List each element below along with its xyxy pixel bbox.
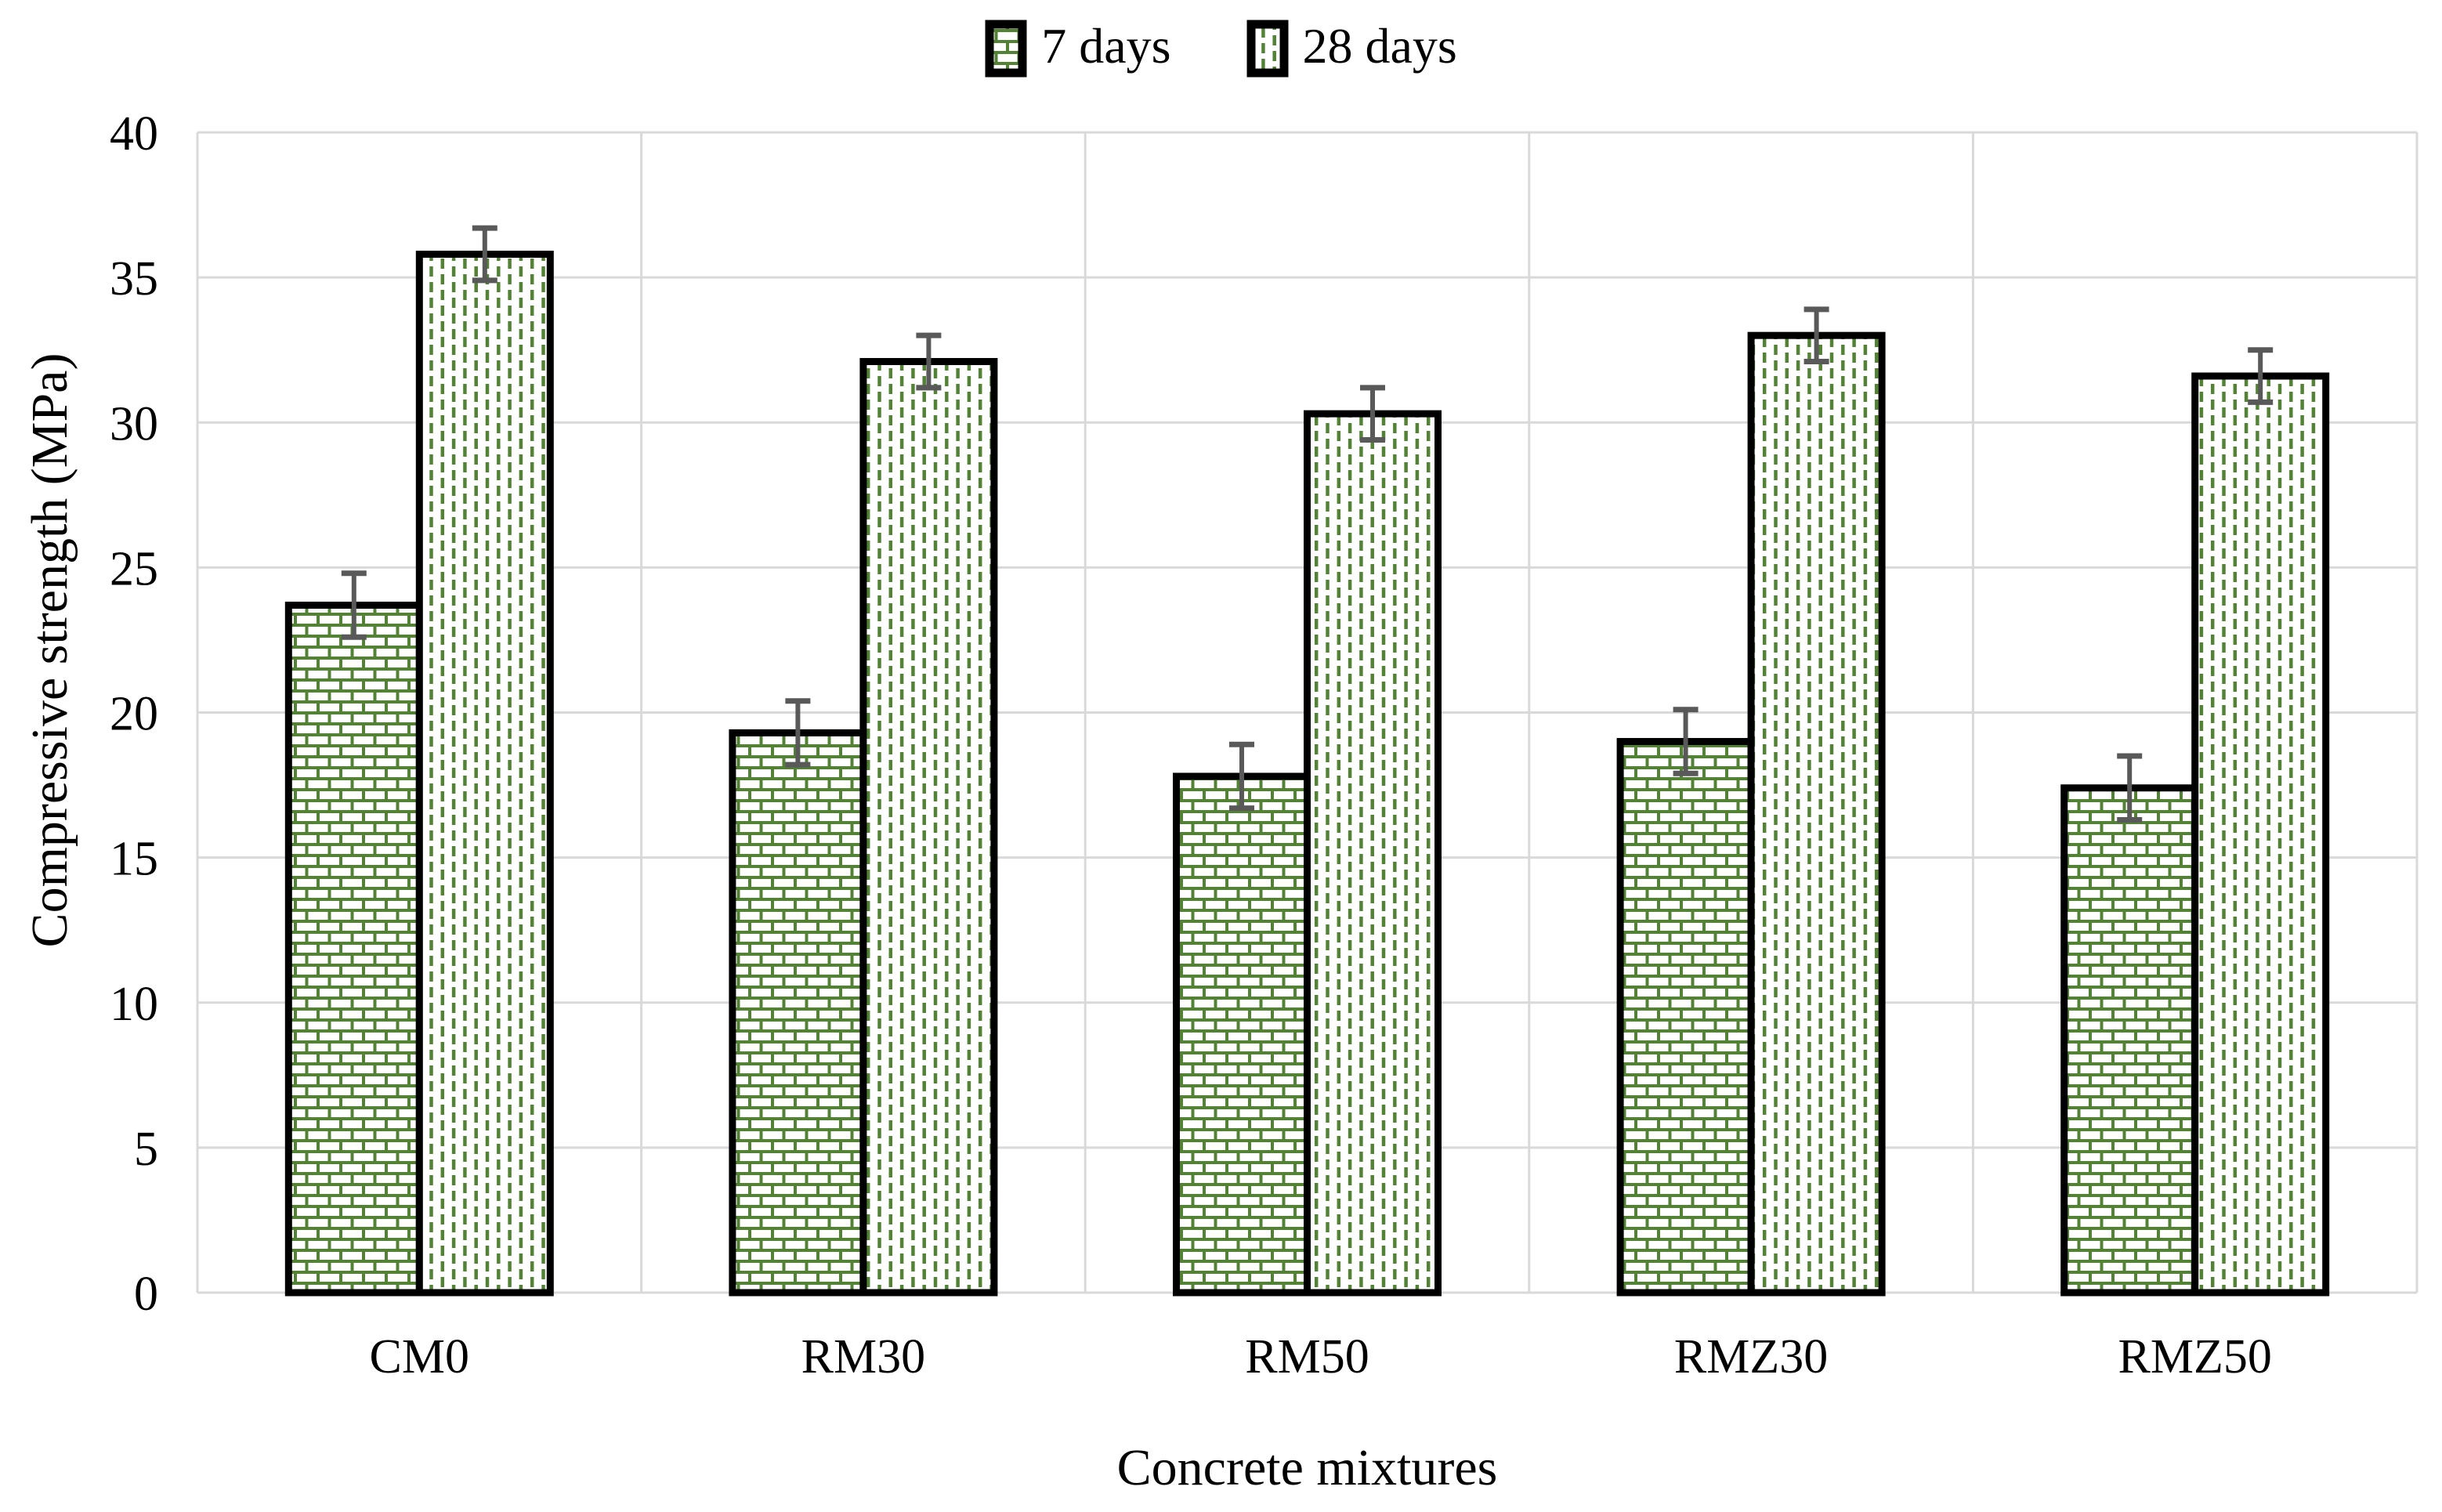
- bar-RM50-28-days: [1304, 410, 1442, 1297]
- y-tick-label: 40: [110, 107, 158, 161]
- error-bar-CM0-28-days: [472, 225, 497, 284]
- error-bar-RMZ50-7-days: [2117, 753, 2143, 823]
- y-tick-label: 15: [110, 833, 158, 886]
- error-bar-RM30-28-days: [916, 332, 942, 391]
- bar-RMZ30-7-days: [1616, 738, 1755, 1297]
- x-category-label-RM30: RM30: [801, 1330, 925, 1384]
- y-tick-label: 35: [110, 252, 158, 306]
- bar-RM50-7-days: [1173, 772, 1311, 1297]
- chart-legend: 7 days 28 days: [0, 13, 2442, 85]
- legend-swatch-brick-pattern-icon: [985, 20, 1027, 78]
- error-bar-RMZ30-28-days: [1803, 306, 1829, 364]
- y-tick-label: 20: [110, 688, 158, 741]
- bar-CM0-28-days: [415, 251, 554, 1297]
- error-bar-RM50-7-days: [1229, 741, 1254, 812]
- x-category-label-RM50: RM50: [1245, 1330, 1369, 1384]
- y-tick-label: 5: [134, 1123, 158, 1176]
- bar-layer: [284, 251, 2330, 1297]
- x-category-label-RMZ50: RMZ50: [2118, 1330, 2272, 1384]
- bar-RMZ30-28-days: [1747, 331, 1886, 1297]
- y-tick-label: 30: [110, 397, 158, 450]
- error-bar-RM50-28-days: [1360, 385, 1385, 443]
- bar-RMZ50-7-days: [2060, 784, 2199, 1297]
- legend-label-28-days: 28 days: [1302, 18, 1457, 74]
- bar-RMZ50-28-days: [2191, 372, 2330, 1297]
- y-tick-label: 0: [134, 1268, 158, 1321]
- error-bar-RMZ50-28-days: [2248, 347, 2274, 405]
- legend-swatch-dash-pattern-icon: [1246, 20, 1288, 78]
- error-bar-RMZ30-7-days: [1673, 707, 1699, 776]
- x-category-label-RMZ30: RMZ30: [1674, 1330, 1828, 1384]
- y-tick-label: 10: [110, 978, 158, 1031]
- y-tick-label: 25: [110, 542, 158, 595]
- x-category-label-CM0: CM0: [370, 1330, 469, 1384]
- axis-label-layer: 0 5 10 15 20 25 30 35 40 CM0 RM30 RM50 RMZ30 RMZ50: [110, 107, 2272, 1384]
- legend-item-7-days: 7 days: [985, 18, 1171, 78]
- x-axis-title: Concrete mixtures: [1116, 1439, 1498, 1496]
- error-bar-RM30-7-days: [785, 698, 811, 768]
- y-axis-title: Compressive strength (MPa): [21, 353, 78, 948]
- error-bar-layer: [341, 225, 2274, 823]
- error-bar-CM0-7-days: [341, 570, 367, 640]
- bar-RM30-7-days: [729, 729, 867, 1297]
- bar-CM0-7-days: [284, 602, 423, 1297]
- legend-label-7-days: 7 days: [1041, 18, 1171, 74]
- bar-RM30-28-days: [859, 357, 998, 1297]
- legend-item-28-days: 28 days: [1246, 20, 1457, 78]
